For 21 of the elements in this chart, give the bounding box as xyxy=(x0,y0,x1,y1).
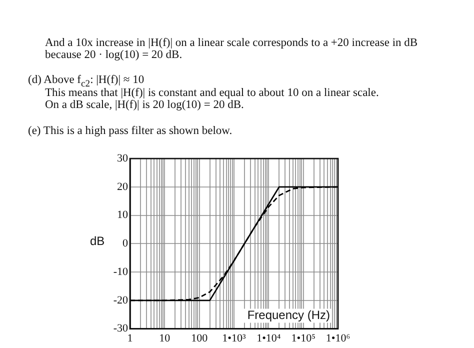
y-axis-title: dB xyxy=(90,234,105,248)
text: And a 10x increase in |H(f)| on a linear scale corresponds to a +20 increase in dB xyxy=(45,37,418,50)
text: (e) This is a high pass filter as shown below. xyxy=(28,125,232,138)
x-tick-label: 1•10⁶ xyxy=(326,332,350,344)
y-tick-label: 20 xyxy=(117,180,128,193)
x-tick-label: 1•10⁵ xyxy=(291,332,316,344)
y-tick-label: 10 xyxy=(117,209,128,222)
x-tick-label: 1•10³ xyxy=(222,332,247,344)
x-tick-label: 1•10⁴ xyxy=(256,332,281,344)
x-tick-label: 100 xyxy=(191,332,208,344)
y-tick-label: -30 xyxy=(113,322,128,335)
y-tick-label: 30 xyxy=(117,152,128,164)
x-axis-title: Frequency (Hz) xyxy=(247,308,330,322)
text: This means that |H(f)| is constant and equal to about 10 on a linear scale. xyxy=(45,87,379,100)
x-tick-label: 10 xyxy=(159,332,171,344)
y-tick-label: -10 xyxy=(113,266,128,278)
x-tick-label: 1 xyxy=(127,332,133,344)
text: On a dB scale, |H(f)| is 20 log(10) = 20 dB. xyxy=(45,99,244,112)
text: because 20 · log(10) = 20 dB. xyxy=(45,49,182,62)
y-tick-label: -20 xyxy=(113,294,128,306)
y-tick-label: 0 xyxy=(122,238,128,250)
